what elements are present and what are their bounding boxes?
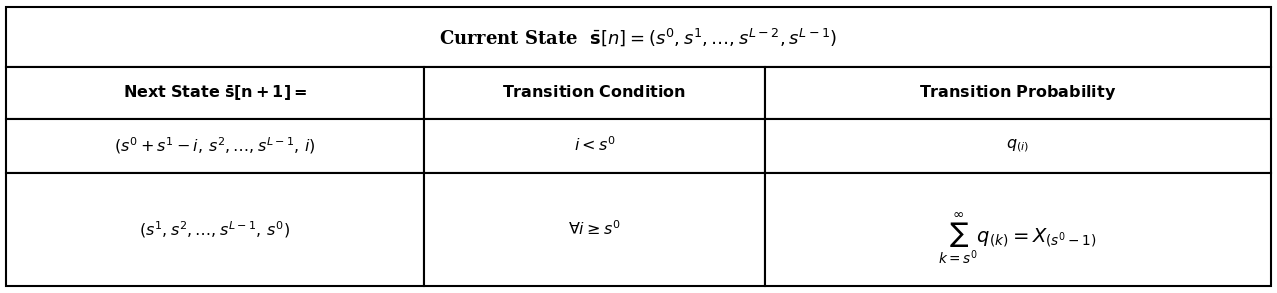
Text: $\bf{Next\ State\ }\bar{\mathbf{s}}[n+1] = $: $\bf{Next\ State\ }\bar{\mathbf{s}}[n+1]… [123,83,306,103]
Text: $(s^1, s^2, \ldots, s^{L-1},\, s^0)$: $(s^1, s^2, \ldots, s^{L-1},\, s^0)$ [139,219,291,240]
Text: $\bf{Transition\ Probability}$: $\bf{Transition\ Probability}$ [919,84,1116,103]
Bar [6,67,424,119]
Bar [765,119,1271,173]
Text: $\sum_{k=s^0}^{\infty} q_{(k)} = X_{(s^0-1)}$: $\sum_{k=s^0}^{\infty} q_{(k)} = X_{(s^0… [939,210,1097,266]
Bar [424,67,765,119]
Bar [424,119,765,173]
Text: $\forall i \geq s^0$: $\forall i \geq s^0$ [568,220,621,239]
Text: $q_{(i)}$: $q_{(i)}$ [1006,137,1029,154]
Text: $i < s^0$: $i < s^0$ [573,137,616,155]
Bar [765,173,1271,286]
Bar [765,67,1271,119]
Bar [6,173,424,286]
Text: Current State  $\bar{\mathbf{s}}[n] = (s^0, s^1, \ldots, s^{L-2}, s^{L-1})$: Current State $\bar{\mathbf{s}}[n] = (s^… [439,26,838,48]
Bar [6,7,1271,67]
Text: $(s^0 + s^1 - i,\, s^2, \ldots, s^{L-1},\, i)$: $(s^0 + s^1 - i,\, s^2, \ldots, s^{L-1},… [114,135,315,156]
Bar [6,119,424,173]
Bar [424,173,765,286]
Text: $\bf{Transition\ Condition}$: $\bf{Transition\ Condition}$ [502,84,686,101]
